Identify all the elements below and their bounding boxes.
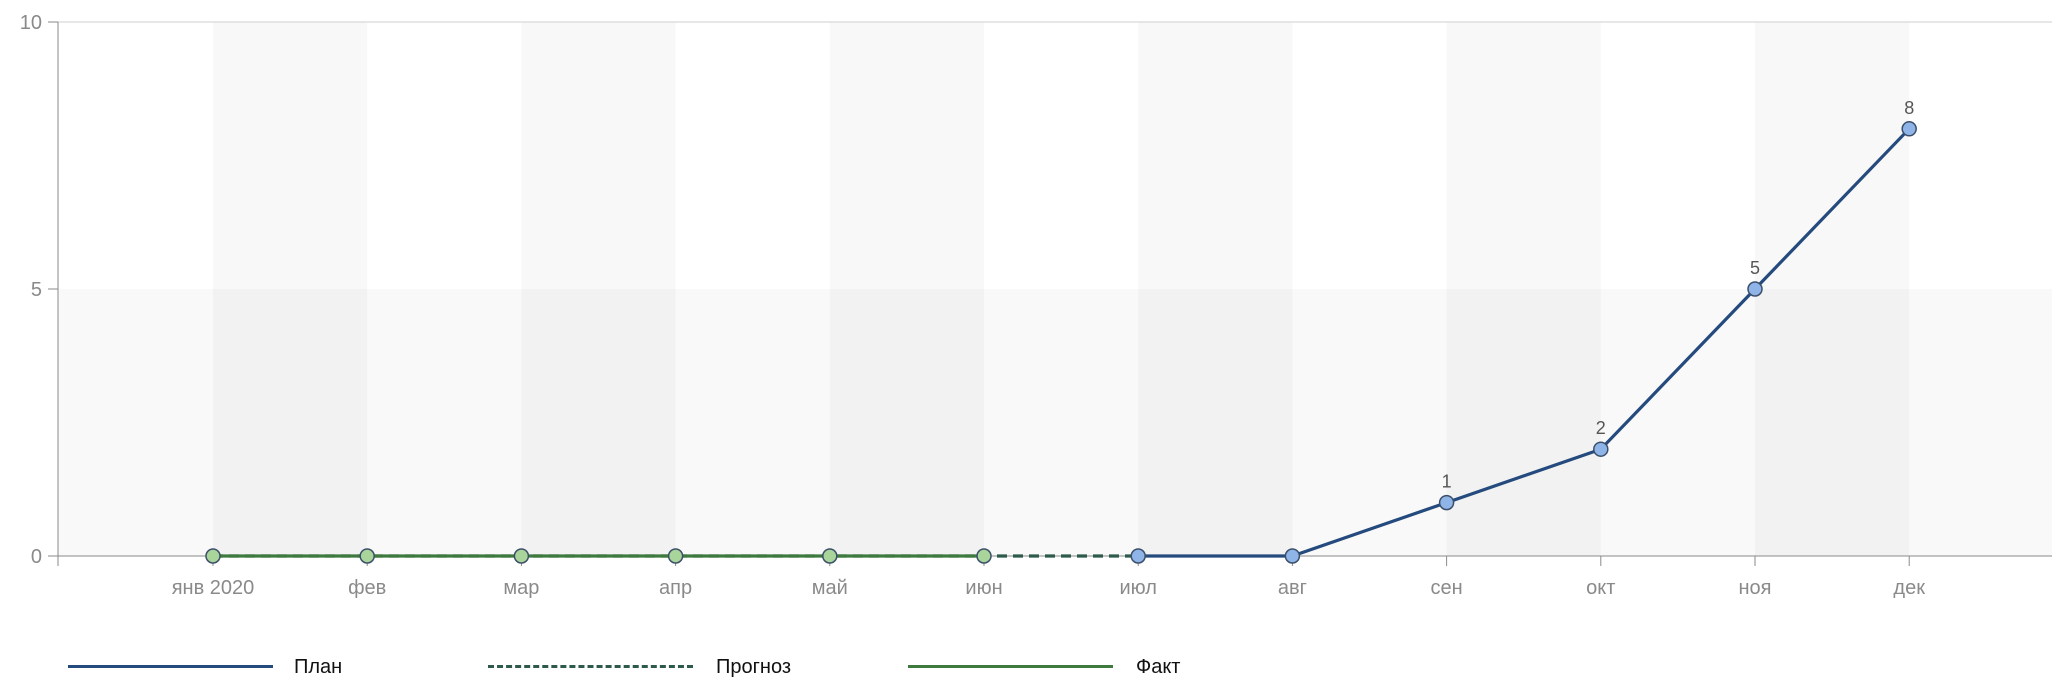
- data-point: [1130, 548, 1146, 564]
- x-tick-label: янв 2020: [172, 577, 255, 599]
- y-tick-label: 10: [20, 12, 42, 34]
- x-tick-label: фев: [348, 577, 386, 599]
- legend-swatch-fact: [908, 665, 1113, 668]
- data-point: [1438, 494, 1455, 511]
- data-label: 2: [1596, 418, 1606, 438]
- x-tick-label: дек: [1893, 577, 1925, 599]
- x-tick-label: июн: [965, 577, 1002, 599]
- y-tick-label: 0: [31, 546, 42, 568]
- legend-label-plan: План: [294, 656, 343, 678]
- data-point: [976, 548, 992, 564]
- data-point: [1284, 548, 1301, 564]
- data-label: 5: [1750, 258, 1760, 278]
- legend-label-fact: Факт: [1136, 656, 1181, 678]
- data-label: 1: [1442, 472, 1452, 492]
- x-tick-label: июл: [1119, 577, 1156, 599]
- x-tick-label: окт: [1586, 577, 1615, 599]
- line-chart: 0 5 10 янв 2020 фев мар апр май июн июл авг сен окт н…: [20, 12, 2052, 599]
- series-line: [1138, 127, 1911, 558]
- data-point: [513, 548, 530, 564]
- y-tick-label: 5: [31, 279, 42, 301]
- data-label: 8: [1904, 98, 1914, 118]
- data-point: [205, 548, 221, 564]
- x-tick-label: ноя: [1739, 577, 1772, 599]
- x-tick-label: мар: [503, 577, 539, 599]
- legend-label-forecast: Прогноз: [716, 656, 792, 678]
- data-point: [1593, 441, 1609, 457]
- legend-swatch-plan: [68, 665, 273, 668]
- legend-item-plan[interactable]: План: [68, 652, 388, 684]
- x-tick-label: сен: [1431, 577, 1463, 599]
- legend: План Прогноз Факт: [0, 652, 2052, 684]
- x-tick-label: май: [812, 577, 848, 599]
- data-point: [1747, 281, 1763, 297]
- data-point: [822, 548, 838, 564]
- x-tick-label: апр: [659, 577, 692, 599]
- data-point: [667, 548, 684, 564]
- data-point: [1901, 121, 1917, 137]
- row-band: [58, 289, 2052, 556]
- legend-swatch-forecast: [488, 665, 693, 668]
- data-point: [359, 548, 375, 564]
- x-tick-label: авг: [1278, 577, 1307, 599]
- legend-item-fact[interactable]: Факт: [908, 652, 1228, 684]
- legend-item-forecast[interactable]: Прогноз: [488, 652, 808, 684]
